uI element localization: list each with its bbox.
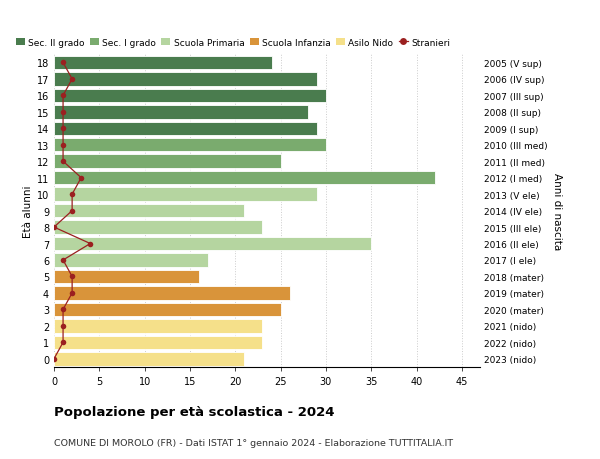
Text: COMUNE DI MOROLO (FR) - Dati ISTAT 1° gennaio 2024 - Elaborazione TUTTITALIA.IT: COMUNE DI MOROLO (FR) - Dati ISTAT 1° ge…: [54, 438, 453, 447]
Bar: [54, 319, 262, 333]
Point: [67, 290, 77, 297]
Point: [58, 92, 68, 100]
Bar: [54, 336, 262, 349]
Text: Popolazione per età scolastica - 2024: Popolazione per età scolastica - 2024: [54, 405, 335, 419]
Bar: [54, 122, 317, 136]
Point: [49, 355, 59, 363]
Point: [76, 174, 86, 182]
Bar: [54, 172, 434, 185]
Point: [58, 158, 68, 166]
Point: [85, 241, 95, 248]
Point: [58, 60, 68, 67]
Bar: [54, 106, 308, 119]
Bar: [54, 155, 281, 168]
Point: [58, 109, 68, 116]
Point: [58, 142, 68, 149]
Point: [67, 207, 77, 215]
Bar: [54, 254, 208, 267]
Y-axis label: Età alunni: Età alunni: [23, 185, 32, 237]
Point: [58, 339, 68, 346]
Bar: [54, 188, 317, 202]
Bar: [54, 237, 371, 251]
Point: [67, 273, 77, 280]
Point: [49, 224, 59, 231]
Bar: [54, 90, 326, 103]
Point: [67, 76, 77, 84]
Bar: [54, 352, 244, 366]
Point: [58, 257, 68, 264]
Point: [58, 323, 68, 330]
Bar: [54, 139, 326, 152]
Bar: [54, 221, 262, 234]
Bar: [54, 286, 290, 300]
Legend: Sec. II grado, Sec. I grado, Scuola Primaria, Scuola Infanzia, Asilo Nido, Stran: Sec. II grado, Sec. I grado, Scuola Prim…: [16, 39, 450, 47]
Point: [58, 306, 68, 313]
Point: [67, 191, 77, 198]
Bar: [54, 204, 244, 218]
Bar: [54, 73, 317, 86]
Bar: [54, 56, 272, 70]
Point: [58, 125, 68, 133]
Bar: [54, 270, 199, 284]
Bar: [54, 303, 281, 316]
Y-axis label: Anni di nascita: Anni di nascita: [551, 173, 562, 250]
